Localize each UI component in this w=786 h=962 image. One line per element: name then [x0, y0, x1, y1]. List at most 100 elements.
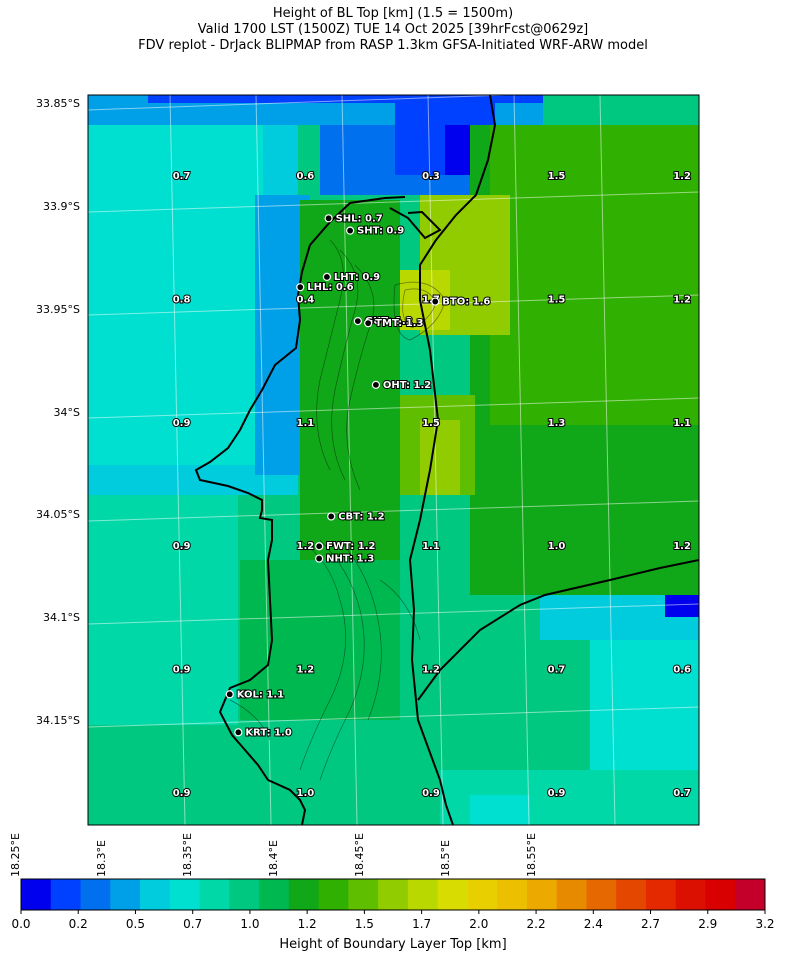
grid-value: 1.3	[548, 418, 566, 429]
colorbar-tick-label: 2.4	[583, 917, 603, 931]
colorbar-tick-label: 2.0	[469, 917, 489, 931]
colorbar	[20, 878, 766, 914]
colorbar-swatch	[645, 879, 677, 910]
grid-value: 0.3	[422, 171, 440, 182]
grid-value: 1.0	[548, 541, 566, 552]
colorbar-swatch	[288, 879, 320, 910]
station-marker-cbt[interactable]	[327, 512, 336, 521]
grid-value: 1.5	[548, 295, 566, 306]
station-label-gut: GUT: 1.2	[365, 316, 413, 327]
grid-value: 1.2	[422, 665, 440, 676]
graticule	[88, 95, 699, 825]
lon-label: 18.3°E	[95, 840, 108, 877]
station-marker-tmt[interactable]	[364, 319, 373, 328]
colorbar-tick-label: 0.2	[68, 917, 88, 931]
grid-value: 0.9	[173, 541, 191, 552]
colorbar-tick-label: 1.0	[240, 917, 260, 931]
station-marker-nht[interactable]	[315, 554, 324, 563]
station-label-sht: SHT: 0.9	[357, 226, 404, 237]
station-label-tmt: TMT: 1.3	[375, 318, 423, 329]
station-marker-sht[interactable]	[346, 226, 355, 235]
lon-label: 18.55°E	[525, 833, 538, 877]
lon-label: 18.25°E	[9, 833, 22, 877]
station-marker-bto[interactable]	[431, 297, 440, 306]
colorbar-swatch	[467, 879, 498, 910]
station-marker-fwt[interactable]	[315, 542, 324, 551]
field-land-yellowish	[420, 420, 460, 495]
station-label-fwt: FWT: 1.2	[326, 541, 375, 552]
grid-value: 1.2	[673, 541, 691, 552]
station-label-lht: LHT: 0.9	[334, 272, 380, 283]
colorbar-swatch	[407, 879, 439, 910]
grid-value: 0.8	[173, 295, 191, 306]
station-label-lhl: LHL: 0.6	[307, 282, 353, 293]
station-marker-shl[interactable]	[324, 214, 333, 223]
lon-label: 18.5°E	[439, 840, 452, 877]
colorbar-tick-label: 1.7	[412, 917, 432, 931]
station-marker-krt[interactable]	[234, 728, 243, 737]
station-marker-gut[interactable]	[353, 317, 362, 326]
grid-value: 1.5	[422, 418, 440, 429]
colorbar-swatch	[378, 879, 409, 910]
grid-value: 0.9	[173, 418, 191, 429]
grid-value: 0.4	[297, 295, 315, 306]
colorbar-swatch	[497, 879, 528, 910]
colorbar-title: Height of Boundary Layer Top [km]	[279, 937, 507, 952]
station-label-oht: OHT: 1.2	[383, 380, 431, 391]
station-label-cbt: CBT: 1.2	[338, 511, 384, 522]
grid-value: 1.5	[548, 171, 566, 182]
grid-value: 0.9	[548, 788, 566, 799]
grid-value: 1.0	[297, 788, 315, 799]
grid-value: 0.9	[173, 788, 191, 799]
lat-label: 34.05°S	[36, 508, 80, 522]
colorbar-swatch	[199, 879, 230, 910]
grid-value: 0.7	[548, 665, 566, 676]
grid-value: 1.1	[673, 418, 691, 429]
colorbar-swatch	[318, 879, 349, 910]
colorbar-swatch	[616, 879, 647, 910]
colorbar-swatch	[437, 879, 468, 910]
lon-label: 18.35°E	[181, 833, 194, 877]
station-label-kol: KOL: 1.1	[237, 689, 284, 700]
grid-value: 0.6	[673, 665, 691, 676]
station-label-krt: KRT: 1.0	[245, 727, 292, 738]
title-line-3: FDV replot - DrJack BLIPMAP from RASP 1.…	[138, 38, 648, 53]
colorbar-swatch	[169, 879, 201, 910]
colorbar-swatch	[80, 879, 111, 910]
grid-value: 0.7	[173, 171, 191, 182]
grid-value: 0.7	[673, 788, 691, 799]
station-marker-lht[interactable]	[322, 272, 331, 282]
station-label-bto: BTO: 1.6	[442, 297, 490, 308]
colorbar-tick-label: 1.2	[297, 917, 317, 931]
station-marker-oht[interactable]	[371, 380, 381, 389]
colorbar-tick-label: 0.5	[125, 917, 145, 931]
map-title: Height of BL Top [km] (1.5 = 1500m) Vali…	[0, 6, 786, 54]
colorbar-swatch	[348, 879, 379, 910]
station-marker-kol[interactable]	[225, 690, 234, 699]
field-land-midgreen	[490, 125, 699, 425]
colorbar-swatch	[140, 879, 171, 910]
colorbar-tick-label: 0.7	[183, 917, 203, 931]
colorbar-tick-label: 0.0	[11, 917, 31, 931]
station-label-nht: NHT: 1.3	[326, 554, 374, 565]
title-line-1: Height of BL Top [km] (1.5 = 1500m)	[272, 6, 514, 21]
lat-label: 34°S	[53, 405, 80, 419]
colorbar-swatch	[526, 879, 558, 910]
colorbar-swatch	[50, 879, 82, 910]
colorbar-swatch	[586, 879, 617, 910]
grid-value: 1.2	[673, 295, 691, 306]
colorbar-frame	[20, 878, 766, 911]
station-marker-lhl[interactable]	[296, 283, 305, 292]
station-label-shl: SHL: 0.7	[336, 213, 383, 224]
grid-value: 0.9	[173, 665, 191, 676]
colorbar-swatch	[735, 879, 766, 910]
lat-label: 34.15°S	[36, 714, 80, 727]
terrain-contours	[229, 239, 446, 781]
coastline-false-bay	[417, 559, 699, 701]
title-line-2: Valid 1700 LST (1500Z) TUE 14 Oct 2025 […	[197, 22, 589, 37]
grid-value: 1.2	[297, 665, 315, 676]
harbour-breakwater	[389, 207, 442, 240]
lat-label: 33.95°S	[36, 302, 80, 316]
